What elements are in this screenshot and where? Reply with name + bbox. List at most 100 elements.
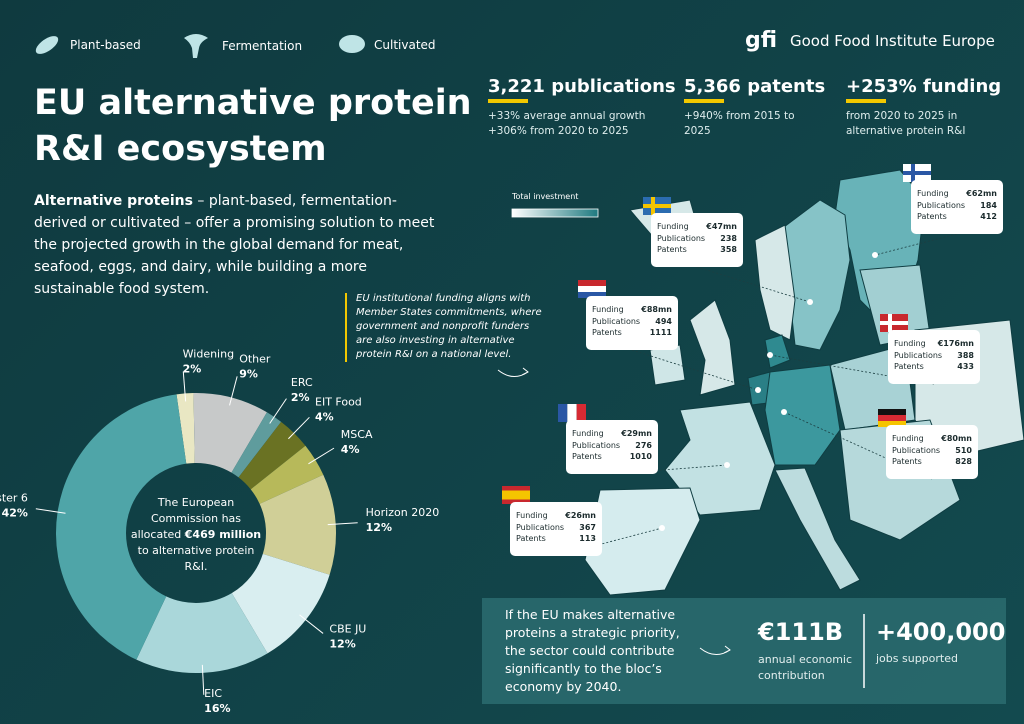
country-dot (807, 299, 813, 305)
underline (684, 99, 724, 103)
leader-line (182, 371, 187, 402)
segment-value: 12% (329, 637, 355, 650)
segment-label: Cluster 6 (0, 492, 28, 505)
country-card: Funding €80mn Publications 510 Patents 828 (886, 425, 978, 479)
connector (611, 464, 728, 475)
figure-label: jobs supported (876, 652, 958, 665)
flag (878, 421, 906, 427)
card-row: Patents 1111 (592, 327, 672, 339)
segment-value: 12% (366, 521, 392, 534)
card-row: Publications 494 (592, 316, 672, 328)
card-row: Publications 184 (917, 200, 997, 212)
card-label: Funding (894, 339, 926, 348)
donut-segment (176, 393, 195, 464)
stat-headline: 3,221 publications (488, 76, 676, 97)
card-label: Patents (592, 328, 622, 337)
card-row: Funding €80mn (892, 433, 972, 445)
underline (846, 99, 886, 103)
card-row: Patents 433 (894, 361, 974, 373)
card-label: Publications (516, 522, 565, 532)
card-row: Funding €26mn (516, 510, 596, 522)
legend-label: Cultivated (374, 38, 436, 52)
card-value: 184 (980, 200, 997, 210)
map-legend: Total investment (512, 192, 579, 201)
legend-label: Fermentation (222, 39, 303, 53)
note: EU institutional funding aligns with Mem… (356, 293, 542, 360)
flag (903, 171, 931, 175)
bottom-box (482, 598, 1006, 704)
flag (578, 280, 606, 286)
flag (878, 415, 906, 421)
center-bold: €469 million (184, 528, 262, 541)
figure-value: €111B (758, 618, 844, 646)
donut-segment (55, 394, 187, 660)
brand-name: Good Food Institute Europe (790, 32, 995, 50)
country-card: Funding €26mn Publications 367 Patents 113 (510, 502, 602, 556)
flag (578, 286, 606, 292)
card-label: Patents (657, 245, 687, 254)
card-value: €80mn (941, 434, 972, 443)
card-value: 433 (957, 362, 974, 371)
title-line: R&I ecosystem (34, 129, 327, 169)
segment-label: MSCA (341, 428, 373, 441)
stat: 3,221 publications +33% average annual gr… (488, 76, 676, 139)
card-label: Funding (657, 222, 689, 231)
stat: 5,366 patents +940% from 2015 to 2025 (684, 76, 825, 139)
segment-value: 4% (341, 443, 360, 456)
segment-value: 16% (204, 702, 230, 715)
flag (878, 409, 906, 415)
card-label: Publications (894, 350, 943, 360)
flag (502, 499, 530, 504)
bottom-text: If the EU makes alternative proteins a s… (505, 607, 680, 694)
segment-label: ERC (291, 376, 313, 389)
card-label: Patents (894, 362, 924, 371)
country-card: Funding €176mn Publications 388 Patents 433 (888, 330, 980, 384)
flag (558, 404, 568, 422)
leader-line (308, 447, 335, 465)
card-row: Publications 388 (894, 350, 974, 362)
legend-icons (35, 34, 365, 58)
card-value: 113 (579, 534, 596, 543)
segment-value: 4% (315, 411, 334, 424)
card-label: Publications (657, 233, 706, 243)
donut-center: The European Commission has allocated €4… (126, 495, 266, 575)
card-row: Funding €62mn (917, 188, 997, 200)
donut-segment (259, 474, 336, 575)
donut-segment (193, 392, 267, 473)
stat-headline: 5,366 patents (684, 76, 826, 97)
stat-line: +33% average annual growth (488, 110, 646, 122)
segment-label: EIC (204, 687, 222, 700)
card-row: Funding €29mn (572, 428, 652, 440)
intro-text: – plant-based, fermentation-derived or c… (34, 193, 435, 297)
segment-label: Other (239, 353, 271, 366)
leader-line (201, 664, 205, 695)
country-card: Funding €88mn Publications 494 Patents 1111 (586, 296, 678, 350)
country-card: Funding €62mn Publications 184 Patents 412 (911, 180, 1003, 234)
donut-segment (231, 412, 282, 478)
country-dot (724, 462, 730, 468)
country-card: Funding €47mn Publications 238 Patents 358 (651, 213, 743, 267)
flag (880, 321, 908, 325)
flag (643, 204, 671, 208)
country-dot (659, 525, 665, 531)
intro-bold: Alternative proteins (34, 193, 193, 209)
card-value: €62mn (966, 189, 997, 198)
title-line: EU alternative protein (34, 83, 472, 123)
center-text: The European Commission has allocated (130, 496, 242, 541)
flag (502, 486, 530, 491)
card-row: Funding €47mn (657, 221, 737, 233)
segment-value: 2% (291, 391, 310, 404)
card-label: Patents (917, 212, 947, 221)
title: EU alternative protein R&I ecosystem (34, 80, 472, 172)
card-value: 358 (720, 245, 737, 254)
card-label: Publications (592, 316, 641, 326)
segment-value: 2% (183, 363, 202, 376)
card-row: Publications 510 (892, 445, 972, 457)
card-value: 412 (980, 212, 997, 221)
leader-line (35, 508, 66, 514)
country-dot (781, 409, 787, 415)
flag (502, 490, 530, 500)
card-value: 1010 (629, 452, 652, 461)
